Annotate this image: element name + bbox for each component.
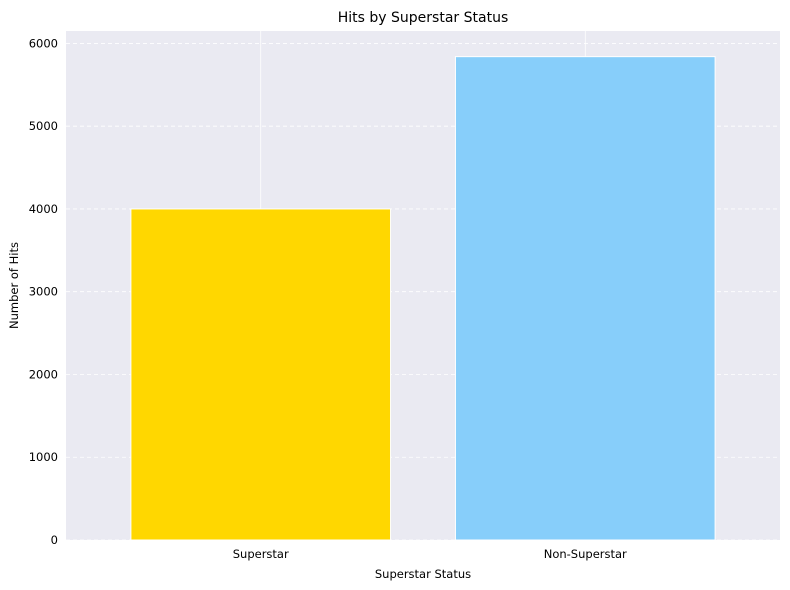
- y-tick-label: 6000: [29, 36, 58, 50]
- x-tick-label: Non-Superstar: [544, 547, 627, 561]
- x-axis-label: Superstar Status: [375, 567, 471, 581]
- bar-non-superstar: [454, 56, 716, 541]
- bar-superstar: [130, 208, 392, 541]
- y-axis-label: Number of Hits: [7, 242, 21, 329]
- y-tick-label: 0: [51, 533, 58, 547]
- y-axis-ticks: 0 1000 2000 3000 4000 5000 6000: [29, 36, 58, 547]
- bars: [130, 56, 716, 541]
- y-tick-label: 3000: [29, 285, 58, 299]
- x-tick-label: Superstar: [233, 547, 289, 561]
- x-axis-ticks: Superstar Non-Superstar: [233, 547, 627, 561]
- y-tick-label: 2000: [29, 367, 58, 381]
- y-tick-label: 5000: [29, 119, 58, 133]
- y-tick-label: 4000: [29, 202, 58, 216]
- chart-title: Hits by Superstar Status: [338, 10, 508, 26]
- y-tick-label: 1000: [29, 450, 58, 464]
